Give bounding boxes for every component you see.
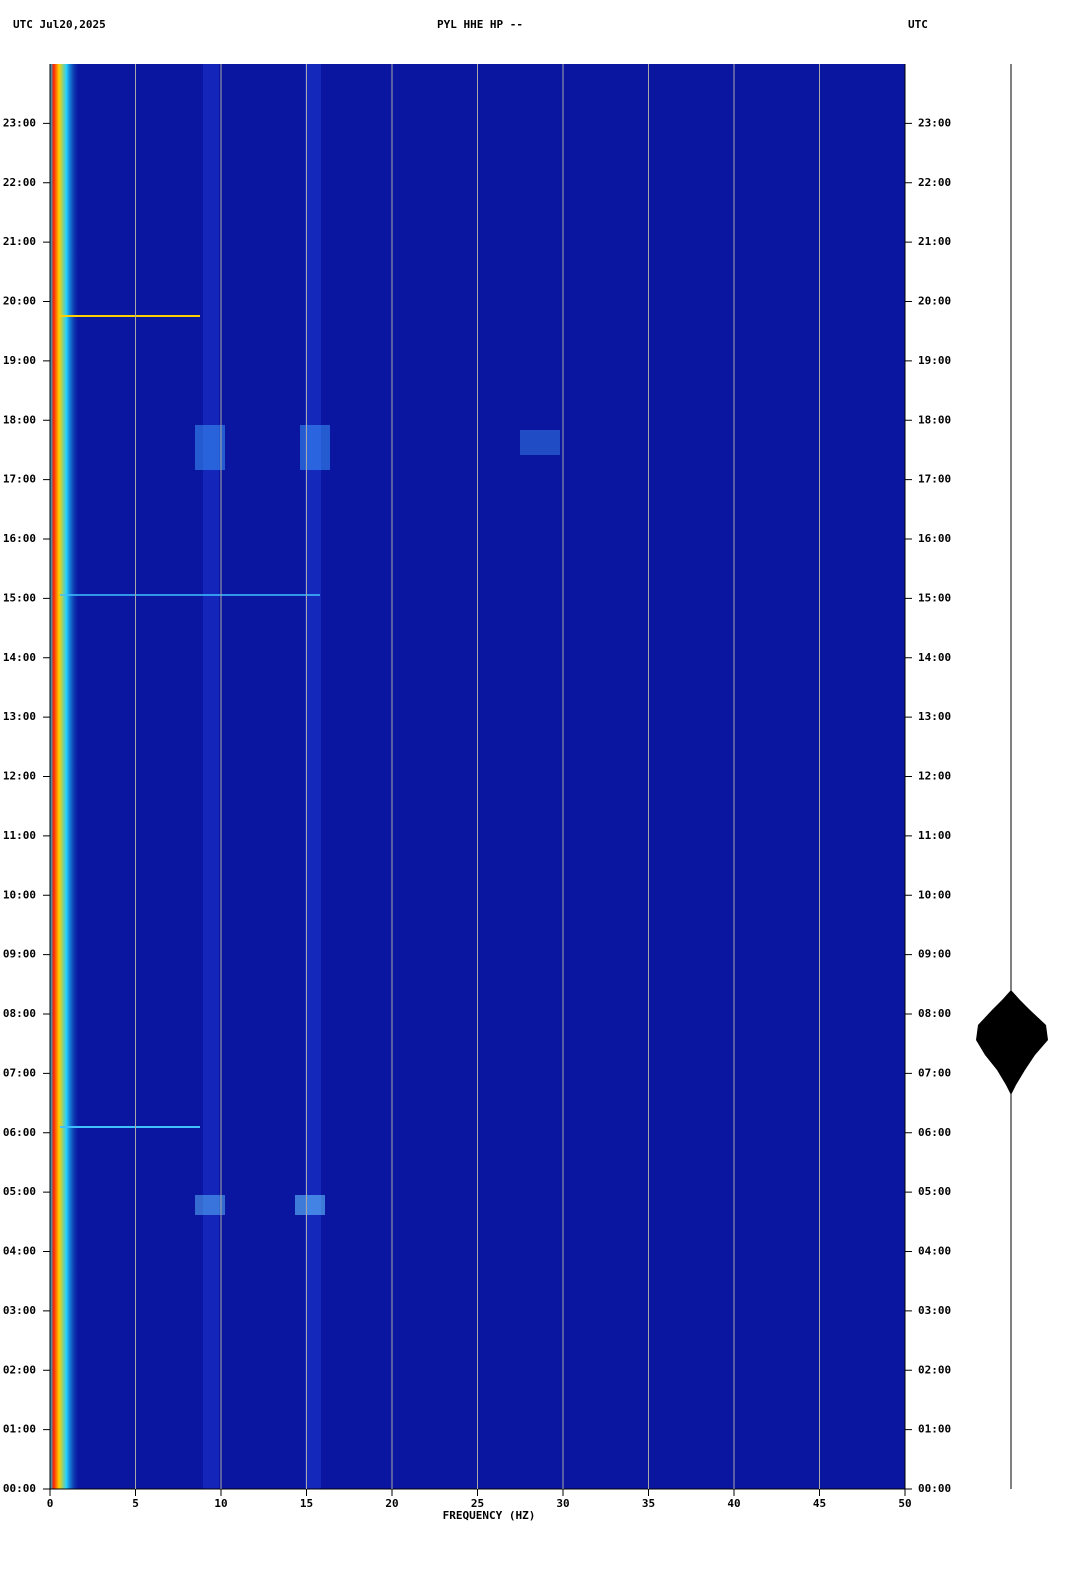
y-tick-label: 21:00: [3, 235, 36, 248]
y-tick-label: 20:00: [3, 295, 36, 308]
y-tick-label: 00:00: [3, 1482, 36, 1495]
y-tick-label: 18:00: [3, 413, 36, 426]
y-tick-label: 16:00: [918, 532, 951, 545]
x-tick-label: 5: [132, 1497, 139, 1510]
y-tick-label: 13:00: [918, 710, 951, 723]
x-tick-label: 45: [813, 1497, 826, 1510]
y-tick-label: 11:00: [918, 829, 951, 842]
y-tick-label: 02:00: [918, 1363, 951, 1376]
y-tick-label: 07:00: [3, 1066, 36, 1079]
chart-title: PYL HHE HP --: [437, 18, 523, 31]
y-tick-label: 11:00: [3, 829, 36, 842]
spectral-burst: [300, 425, 330, 470]
y-tick-label: 14:00: [918, 651, 951, 664]
utc-label: UTC: [908, 18, 928, 31]
y-tick-label: 04:00: [3, 1245, 36, 1258]
y-tick-label: 13:00: [3, 710, 36, 723]
date-label: UTC Jul20,2025: [13, 18, 106, 31]
y-tick-label: 01:00: [918, 1423, 951, 1436]
spectral-burst: [520, 430, 560, 455]
x-tick-label: 0: [47, 1497, 54, 1510]
y-tick-label: 08:00: [3, 1007, 36, 1020]
y-tick-label: 18:00: [918, 413, 951, 426]
y-tick-label: 07:00: [918, 1066, 951, 1079]
y-tick-label: 17:00: [3, 473, 36, 486]
spectral-band: [203, 64, 219, 1489]
x-tick-label: 20: [385, 1497, 398, 1510]
x-tick-label: 50: [898, 1497, 911, 1510]
y-tick-label: 06:00: [3, 1126, 36, 1139]
y-tick-label: 06:00: [918, 1126, 951, 1139]
x-axis-label: FREQUENCY (HZ): [443, 1509, 536, 1522]
spectral-burst: [295, 1195, 325, 1215]
y-tick-label: 03:00: [918, 1304, 951, 1317]
y-tick-label: 23:00: [918, 116, 951, 129]
y-tick-label: 22:00: [918, 176, 951, 189]
y-tick-label: 19:00: [918, 354, 951, 367]
y-tick-label: 22:00: [3, 176, 36, 189]
spectral-band: [305, 64, 321, 1489]
y-tick-label: 20:00: [918, 295, 951, 308]
y-tick-label: 23:00: [3, 116, 36, 129]
y-tick-label: 10:00: [918, 888, 951, 901]
x-tick-label: 15: [300, 1497, 313, 1510]
y-tick-label: 15:00: [918, 591, 951, 604]
y-tick-label: 08:00: [918, 1007, 951, 1020]
y-tick-label: 05:00: [918, 1185, 951, 1198]
x-tick-label: 30: [556, 1497, 569, 1510]
y-tick-label: 19:00: [3, 354, 36, 367]
spectral-burst: [195, 1195, 225, 1215]
x-tick-label: 40: [727, 1497, 740, 1510]
y-tick-label: 04:00: [918, 1245, 951, 1258]
y-tick-label: 10:00: [3, 888, 36, 901]
low-frequency-energy: [50, 64, 80, 1489]
y-tick-label: 05:00: [3, 1185, 36, 1198]
y-tick-label: 09:00: [3, 948, 36, 961]
y-tick-label: 00:00: [918, 1482, 951, 1495]
y-tick-label: 14:00: [3, 651, 36, 664]
y-tick-label: 16:00: [3, 532, 36, 545]
y-tick-label: 09:00: [918, 948, 951, 961]
y-tick-label: 01:00: [3, 1423, 36, 1436]
y-tick-label: 21:00: [918, 235, 951, 248]
y-tick-label: 03:00: [3, 1304, 36, 1317]
y-tick-label: 15:00: [3, 591, 36, 604]
y-tick-label: 02:00: [3, 1363, 36, 1376]
y-tick-label: 17:00: [918, 473, 951, 486]
x-tick-label: 35: [642, 1497, 655, 1510]
spectral-burst: [195, 425, 225, 470]
y-tick-label: 12:00: [3, 770, 36, 783]
y-tick-label: 12:00: [918, 770, 951, 783]
x-tick-label: 10: [214, 1497, 227, 1510]
seismogram-burst: [976, 990, 1048, 1095]
x-tick-label: 25: [471, 1497, 484, 1510]
